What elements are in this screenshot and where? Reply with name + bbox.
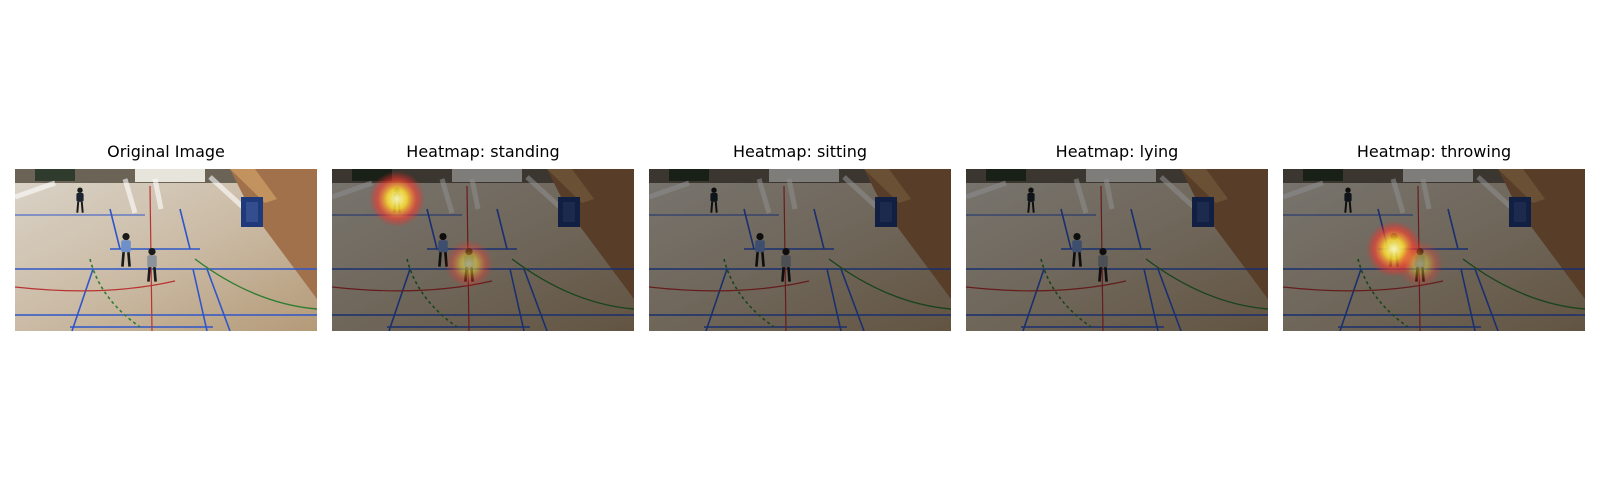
gym-photo: [15, 169, 317, 331]
person-far-left: [710, 187, 718, 213]
person-far-left: [76, 187, 84, 213]
person-front-middle: [121, 233, 131, 267]
heatmap-image: [332, 169, 634, 331]
person-front-middle: [1072, 233, 1082, 267]
dim-overlay: [966, 169, 1268, 331]
scene: [15, 169, 317, 331]
heatmap-image: [649, 169, 951, 331]
heat-spot: [444, 239, 494, 289]
panel-heatmap-sitting: Heatmap: sitting: [649, 140, 951, 331]
scene: [332, 169, 634, 331]
person-front-right: [1098, 248, 1108, 282]
heat-spot: [369, 171, 425, 227]
scene: [649, 169, 951, 331]
panel-title: Heatmap: standing: [406, 142, 560, 161]
panel-heatmap-standing: Heatmap: standing: [332, 140, 634, 331]
scene: [966, 169, 1268, 331]
heat-spot: [1396, 240, 1444, 288]
scene: [1283, 169, 1585, 331]
person-front-right: [781, 248, 791, 282]
person-front-middle: [755, 233, 765, 267]
heatmap-image: [1283, 169, 1585, 331]
panel-heatmap-lying: Heatmap: lying: [966, 140, 1268, 331]
person-front-right: [147, 248, 157, 282]
dim-overlay: [649, 169, 951, 331]
person-far-left: [1344, 187, 1352, 213]
panel-title: Heatmap: throwing: [1356, 142, 1512, 161]
panel-title: Heatmap: lying: [1055, 142, 1179, 161]
panel-heatmap-throwing: Heatmap: throwing: [1283, 140, 1585, 331]
heatmap-image: [966, 169, 1268, 331]
panel-title: Heatmap: sitting: [732, 142, 868, 161]
panel-original-image: Original Image: [15, 140, 317, 331]
panel-title: Original Image: [107, 142, 225, 161]
person-far-left: [1027, 187, 1035, 213]
